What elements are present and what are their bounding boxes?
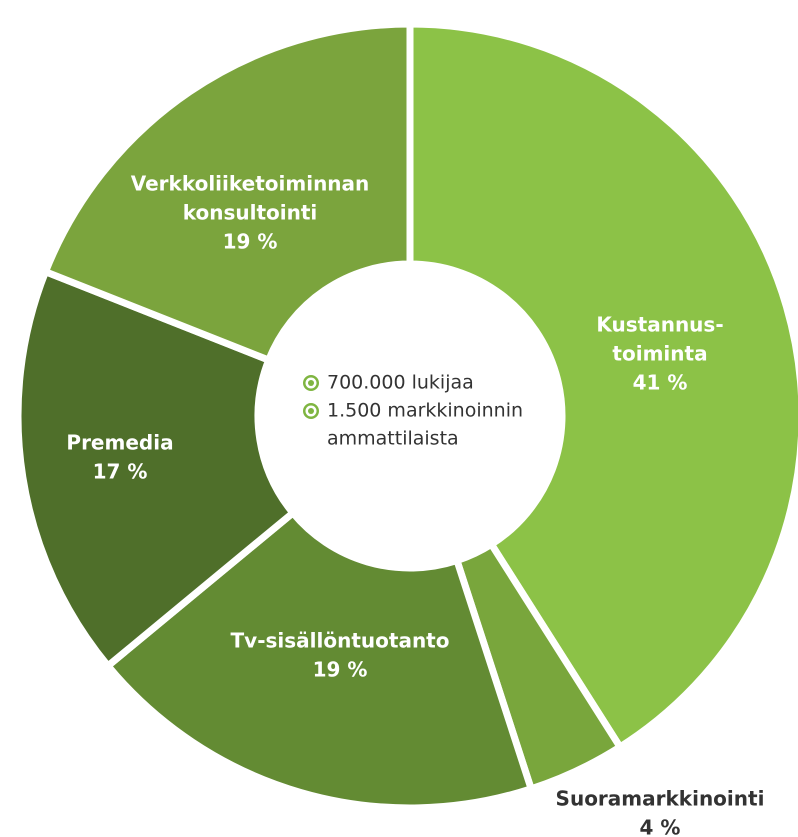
bullet-icon — [303, 375, 319, 391]
value-label: 4 % — [640, 816, 681, 837]
slice-label: Verkkoliiketoiminnan — [131, 172, 370, 196]
center-note: ammattilaista — [327, 428, 459, 450]
donut-hole — [260, 266, 560, 566]
slice-label: Premedia — [66, 431, 173, 455]
bullet-ring — [308, 408, 314, 414]
value-label: 17 % — [93, 460, 148, 484]
value-label: 19 % — [223, 230, 278, 254]
slice — [14, 267, 298, 671]
slice — [40, 20, 414, 365]
slice-label: Kustannus- — [596, 313, 723, 337]
slice-label: konsultointi — [183, 201, 318, 225]
slice — [103, 507, 536, 812]
bullet-ring — [308, 380, 314, 386]
center-note: 1.500 markkinoinnin — [327, 400, 523, 422]
value-label: 19 % — [313, 658, 368, 682]
slice-label: toiminta — [612, 342, 707, 366]
bullet-icon — [303, 403, 319, 419]
slice-label: Suoramarkkinointi — [556, 787, 765, 811]
slice-label: Tv-sisällöntuotanto — [231, 629, 450, 653]
value-label: 41 % — [633, 371, 688, 395]
center-note: 700.000 lukijaa — [327, 372, 474, 394]
